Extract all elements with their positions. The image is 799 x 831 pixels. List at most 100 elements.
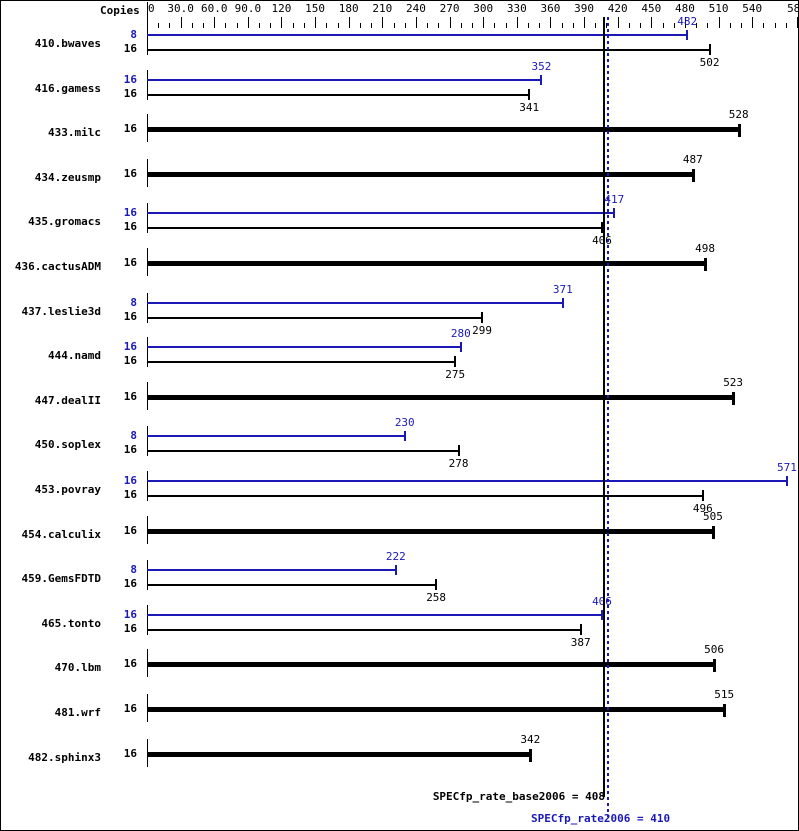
row-axis-stub xyxy=(147,337,148,368)
base-bar xyxy=(147,495,703,497)
base-bar-cap xyxy=(529,748,533,762)
x-axis-minor-tick xyxy=(494,23,496,28)
x-axis-major-tick xyxy=(752,17,754,28)
x-axis-major-tick xyxy=(684,17,686,28)
row-axis-stub xyxy=(147,604,148,635)
copies-value-peak: 16 xyxy=(123,340,137,354)
peak-bar-value: 482 xyxy=(677,15,698,28)
x-axis-tick-label: 60.0 xyxy=(200,2,228,15)
x-axis-tick-label: 300 xyxy=(473,2,494,15)
base-bar-cap xyxy=(435,579,438,591)
benchmark-name: 459.GemsFDTD xyxy=(21,572,101,586)
benchmark-name: 465.tonto xyxy=(41,616,101,630)
base-bar xyxy=(147,93,530,96)
peak-bar-value: 371 xyxy=(552,282,573,296)
x-axis-minor-tick xyxy=(673,23,675,28)
base-bar xyxy=(147,528,713,534)
x-axis-minor-tick xyxy=(371,23,373,28)
base-bar xyxy=(147,171,693,177)
x-axis-minor-tick xyxy=(404,23,406,28)
base-bar-value: 506 xyxy=(704,643,724,657)
base-bar xyxy=(147,316,483,319)
peak-bar-cap xyxy=(686,30,689,40)
base-bar-value: 341 xyxy=(519,100,540,114)
peak-bar xyxy=(147,569,396,572)
benchmark-name: 450.soplex xyxy=(34,438,101,452)
benchmark-name: 410.bwaves xyxy=(34,37,101,50)
base-bar xyxy=(147,261,706,266)
copies-value-base: 16 xyxy=(123,488,137,501)
x-axis-tick-label: 120 xyxy=(271,2,292,15)
base-bar-value: 342 xyxy=(520,732,541,746)
base-bar xyxy=(147,628,581,631)
copies-value-base: 16 xyxy=(123,746,137,760)
x-axis-tick-label: 90.0 xyxy=(234,2,262,15)
base-bar xyxy=(147,662,715,668)
copies-value-peak: 16 xyxy=(123,206,137,220)
copies-value-base: 16 xyxy=(123,309,137,323)
benchmark-name: 444.namd xyxy=(48,349,101,363)
x-axis-minor-tick xyxy=(707,23,709,28)
peak-bar xyxy=(147,301,563,304)
x-axis-minor-tick xyxy=(595,23,597,28)
peak-bar-cap xyxy=(613,208,616,219)
base-bar-value: 502 xyxy=(699,56,720,69)
base-bar-value: 299 xyxy=(472,323,493,337)
x-axis-minor-tick xyxy=(225,23,227,28)
peak-bar xyxy=(147,212,615,215)
copies-value-base: 16 xyxy=(123,42,137,55)
benchmark-name: 482.sphinx3 xyxy=(28,750,101,764)
copies-value-base: 16 xyxy=(123,523,137,537)
benchmark-name: 447.dealII xyxy=(34,393,101,407)
x-axis-major-tick xyxy=(348,17,350,28)
base-bar-value: 487 xyxy=(682,152,703,166)
peak-bar-cap xyxy=(785,476,788,486)
base-bar-value: 496 xyxy=(692,502,713,515)
x-axis-major-tick xyxy=(584,17,586,28)
base-bar-cap xyxy=(732,391,736,405)
x-axis-minor-tick xyxy=(628,23,630,28)
x-axis-minor-tick xyxy=(561,23,563,28)
benchmark-name: 470.lbm xyxy=(54,661,101,675)
peak-bar-cap xyxy=(561,297,564,308)
base-bar xyxy=(147,49,710,51)
x-axis-minor-tick xyxy=(203,23,205,28)
peak-bar-value: 571 xyxy=(776,461,797,474)
peak-bar xyxy=(147,480,787,482)
base-bar-value: 387 xyxy=(570,635,591,649)
base-bar-cap xyxy=(528,88,531,100)
base-bar xyxy=(147,584,437,587)
copies-value-base: 16 xyxy=(123,166,137,180)
benchmark-name: 454.calculix xyxy=(21,527,101,541)
copies-value-base: 16 xyxy=(123,122,137,136)
x-axis-minor-tick xyxy=(640,23,642,28)
peak-bar-value: 280 xyxy=(450,327,471,341)
x-axis-minor-tick xyxy=(292,23,294,28)
peak-bar-cap xyxy=(403,431,406,442)
x-axis-tick-label: 510 xyxy=(708,2,729,15)
peak-bar-cap xyxy=(601,609,603,620)
x-axis-tick-label: 330 xyxy=(506,2,527,15)
copies-value-peak: 8 xyxy=(130,295,137,309)
base-bar-cap xyxy=(708,44,711,55)
copies-value-base: 16 xyxy=(123,577,137,591)
copies-value-peak: 8 xyxy=(130,563,137,577)
copies-value-base: 16 xyxy=(123,443,137,457)
x-axis-minor-tick xyxy=(774,23,776,28)
x-axis-minor-tick xyxy=(191,23,193,28)
x-axis-minor-tick xyxy=(539,23,541,28)
base-bar-value: 523 xyxy=(723,375,744,389)
x-axis-major-tick xyxy=(382,17,384,28)
base-bar-value: 498 xyxy=(695,242,716,255)
x-axis-minor-tick xyxy=(259,23,261,28)
x-axis-major-tick xyxy=(180,17,182,28)
benchmark-name: 437.leslie3d xyxy=(21,304,101,318)
peak-bar-cap xyxy=(459,342,462,353)
copies-value-base: 16 xyxy=(123,702,137,715)
x-axis-tick-label: 390 xyxy=(574,2,594,15)
peak-bar xyxy=(147,78,542,81)
base-bar xyxy=(147,707,725,712)
x-axis-major-tick xyxy=(617,17,619,28)
x-axis-major-tick xyxy=(516,17,518,28)
x-axis-minor-tick xyxy=(472,23,473,28)
